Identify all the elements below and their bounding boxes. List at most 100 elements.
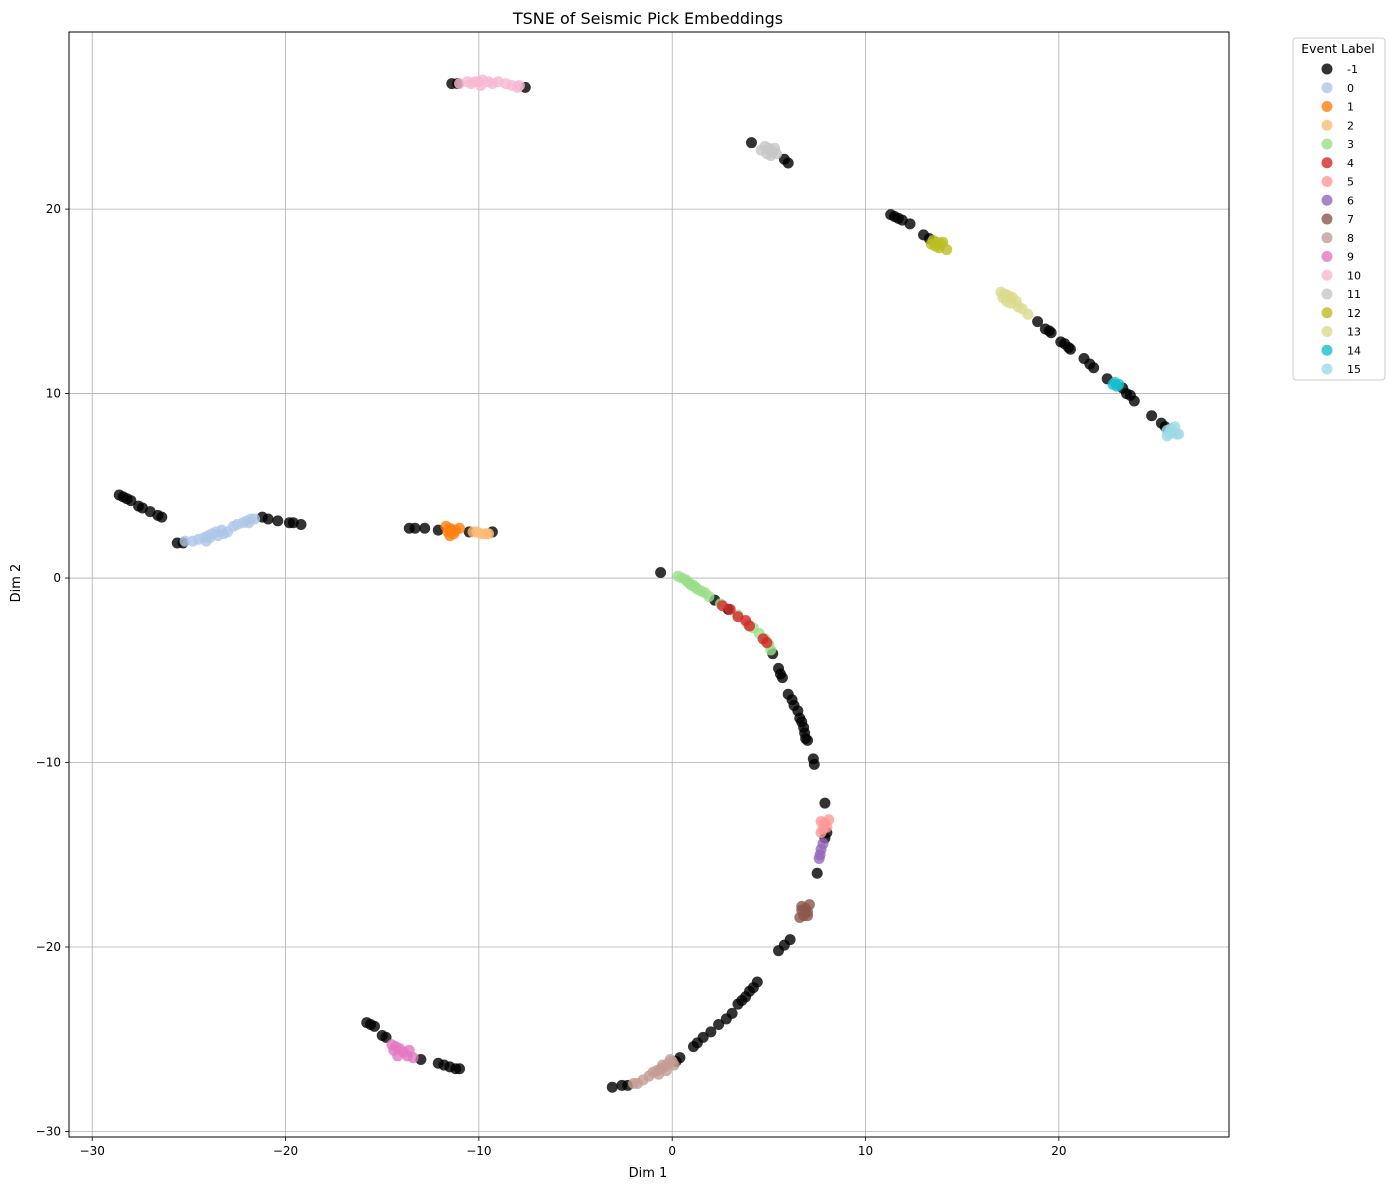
legend-marker [1321,251,1333,262]
legend-marker [1321,326,1333,337]
plot-area [68,31,1230,1138]
data-point [823,814,835,826]
y-tick-label: 20 [46,202,61,216]
data-point [1173,428,1185,440]
y-tick-label: 10 [46,387,61,401]
legend-label: 5 [1347,176,1354,189]
data-point [368,1020,380,1032]
data-point [262,513,274,525]
data-point [1161,430,1173,442]
data-point [720,1013,732,1025]
data-point [664,1054,676,1066]
data-point [997,292,1009,304]
legend-marker [1321,363,1333,375]
data-point [773,945,785,957]
data-point [782,157,794,169]
data-point [444,530,456,542]
legend-label: 9 [1347,251,1354,264]
legend-marker [1321,213,1333,225]
data-points [113,74,1185,1093]
legend-label: 11 [1347,288,1361,301]
legend-marker [1321,157,1333,169]
data-point [483,528,495,540]
data-point [272,515,284,527]
data-point [761,637,773,649]
x-tick-label: −30 [80,1144,105,1158]
x-tick-label: −10 [466,1144,491,1158]
data-point [407,1052,419,1064]
data-point [808,758,820,770]
legend-marker [1321,101,1333,112]
legend-label: -1 [1347,63,1358,76]
legend-marker [1321,63,1333,75]
data-point [1113,378,1125,390]
legend-label: 4 [1347,157,1354,170]
data-point [409,522,421,534]
data-point [813,852,825,864]
data-point [761,148,773,160]
legend-label: 13 [1347,326,1361,339]
data-point [1146,410,1158,422]
legend-marker [1321,269,1333,281]
data-point [380,1031,392,1043]
data-point [1022,308,1034,320]
data-point [724,603,736,615]
y-tick-label: −10 [36,756,61,770]
data-point [125,495,137,507]
data-point [513,79,525,91]
data-point [732,998,744,1010]
data-point [802,734,814,746]
data-point [815,827,827,839]
data-point [440,520,452,532]
legend-marker [1321,176,1333,187]
y-tick-label: 0 [53,571,61,585]
legend-label: 0 [1347,82,1354,95]
data-point [705,1026,717,1038]
legend-marker [1321,82,1333,94]
data-point [465,78,477,90]
data-point [1064,343,1076,355]
data-point [687,1041,699,1053]
legend-label: 10 [1347,269,1361,282]
data-point [156,511,168,523]
legend-frame [1292,37,1386,381]
data-point [1045,327,1057,339]
y-tick-label: −20 [36,940,61,954]
legend-marker [1321,119,1333,131]
grid [69,32,1229,1137]
legend-marker [1321,194,1333,206]
data-point [419,522,431,534]
legend-title: Event Label [1301,41,1375,56]
data-point [606,1081,618,1093]
data-point [776,672,788,684]
data-point [657,1059,669,1071]
data-point [819,797,831,809]
data-point [802,910,814,922]
data-point [388,1044,400,1056]
data-point [475,79,487,91]
legend-label: 6 [1347,194,1354,207]
data-point [653,1068,665,1080]
data-point [243,517,255,529]
legend-marker [1321,344,1333,356]
data-point [295,519,307,531]
data-point [744,620,756,632]
data-point [655,567,667,579]
data-point [941,244,953,256]
y-axis-label: Dim 2 [9,564,24,603]
legend-label: 1 [1347,101,1354,114]
legend-marker [1321,232,1333,244]
data-point [745,137,757,149]
legend-marker [1321,307,1333,319]
data-point [713,1018,725,1030]
data-point [454,1063,466,1075]
legend-label: 3 [1347,138,1354,151]
x-tick-label: −20 [273,1144,298,1158]
legend-label: 2 [1347,119,1354,132]
data-point [1032,316,1044,328]
y-tick-label: −30 [36,1124,61,1138]
legend-label: 15 [1347,363,1361,376]
data-point [769,142,781,154]
